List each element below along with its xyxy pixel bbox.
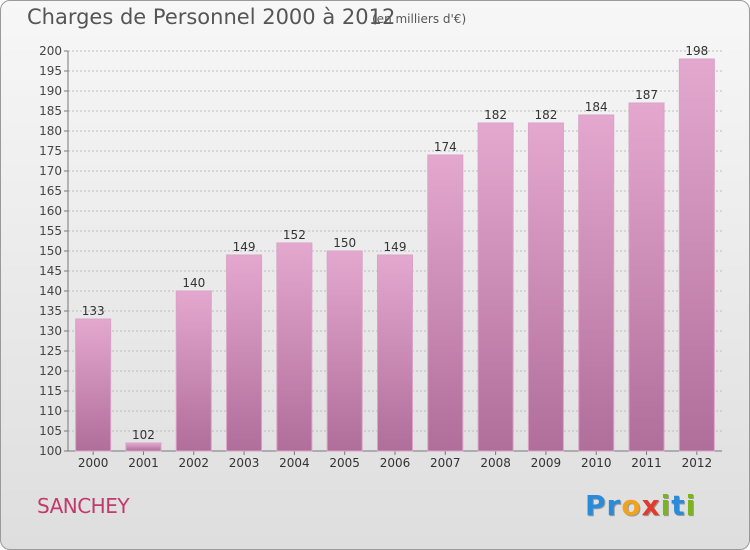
data-label-2011: 187 <box>635 88 658 102</box>
x-tick-label-2009: 2009 <box>531 456 562 470</box>
data-label-2009: 182 <box>534 108 557 122</box>
proxiti-logo[interactable]: Proxiti <box>585 489 696 522</box>
commune-name: SANCHEY <box>37 494 130 518</box>
x-tick-label-2010: 2010 <box>581 456 612 470</box>
data-label-2002: 140 <box>182 276 205 290</box>
x-tick-label-2005: 2005 <box>329 456 360 470</box>
bar-2003[interactable] <box>226 254 263 452</box>
x-tick-label-2003: 2003 <box>229 456 260 470</box>
y-tick-label: 100 <box>39 444 62 458</box>
data-label-2003: 149 <box>233 240 256 254</box>
x-tick-label-2001: 2001 <box>128 456 159 470</box>
y-tick-label: 180 <box>39 124 62 138</box>
x-tick-label-2002: 2002 <box>178 456 209 470</box>
y-tick-label: 195 <box>39 64 62 78</box>
bar-2006[interactable] <box>377 254 413 452</box>
y-tick-label: 190 <box>39 84 62 98</box>
data-label-2008: 182 <box>484 108 507 122</box>
y-tick-label: 155 <box>39 224 62 238</box>
chart-subtitle: (en milliers d'€) <box>372 12 467 26</box>
y-tick-label: 175 <box>39 144 62 158</box>
y-tick-label: 185 <box>39 104 62 118</box>
y-tick-label: 120 <box>39 364 62 378</box>
logo-letter: t <box>671 489 686 522</box>
y-tick-label: 135 <box>39 304 62 318</box>
y-tick-label: 115 <box>39 384 62 398</box>
bar-2010[interactable] <box>578 114 615 452</box>
bar-2008[interactable] <box>477 122 514 452</box>
logo-letter: r <box>606 489 622 522</box>
data-label-2007: 174 <box>434 140 457 154</box>
y-tick-label: 145 <box>39 264 62 278</box>
data-label-2001: 102 <box>132 428 155 442</box>
bar-2001[interactable] <box>125 442 162 452</box>
data-label-2004: 152 <box>283 228 306 242</box>
y-tick-label: 170 <box>39 164 62 178</box>
chart-title: Charges de Personnel 2000 à 2012 <box>27 5 396 29</box>
y-tick-label: 200 <box>39 44 62 58</box>
x-tick-label-2008: 2008 <box>480 456 511 470</box>
bar-2012[interactable] <box>678 58 715 452</box>
x-tick-label-2000: 2000 <box>78 456 109 470</box>
y-tick-label: 105 <box>39 424 62 438</box>
bar-2009[interactable] <box>527 122 564 452</box>
x-tick-label-2011: 2011 <box>631 456 662 470</box>
data-label-2010: 184 <box>585 100 608 114</box>
data-label-2006: 149 <box>384 240 407 254</box>
y-tick-label: 165 <box>39 184 62 198</box>
logo-letter: o <box>621 489 642 522</box>
data-label-2012: 198 <box>685 44 708 58</box>
data-label-2000: 133 <box>82 304 105 318</box>
y-tick-label: 125 <box>39 344 62 358</box>
bar-2005[interactable] <box>326 250 363 452</box>
bar-2002[interactable] <box>175 290 212 452</box>
logo-letter: P <box>585 489 607 522</box>
data-label-2005: 150 <box>333 236 356 250</box>
bar-2007[interactable] <box>427 154 464 452</box>
x-tick-label-2004: 2004 <box>279 456 310 470</box>
bar-2004[interactable] <box>276 242 313 452</box>
y-tick-label: 110 <box>39 404 62 418</box>
y-tick-label: 130 <box>39 324 62 338</box>
bar-2000[interactable] <box>75 318 112 452</box>
y-tick-label: 160 <box>39 204 62 218</box>
x-tick-label-2012: 2012 <box>682 456 713 470</box>
y-tick-label: 140 <box>39 284 62 298</box>
x-tick-label-2006: 2006 <box>380 456 411 470</box>
x-tick-label-2007: 2007 <box>430 456 461 470</box>
logo-letter: i <box>660 489 672 522</box>
logo-letter: x <box>641 489 661 522</box>
logo-letter: i <box>685 489 697 522</box>
bar-2011[interactable] <box>628 102 665 452</box>
y-tick-label: 150 <box>39 244 62 258</box>
